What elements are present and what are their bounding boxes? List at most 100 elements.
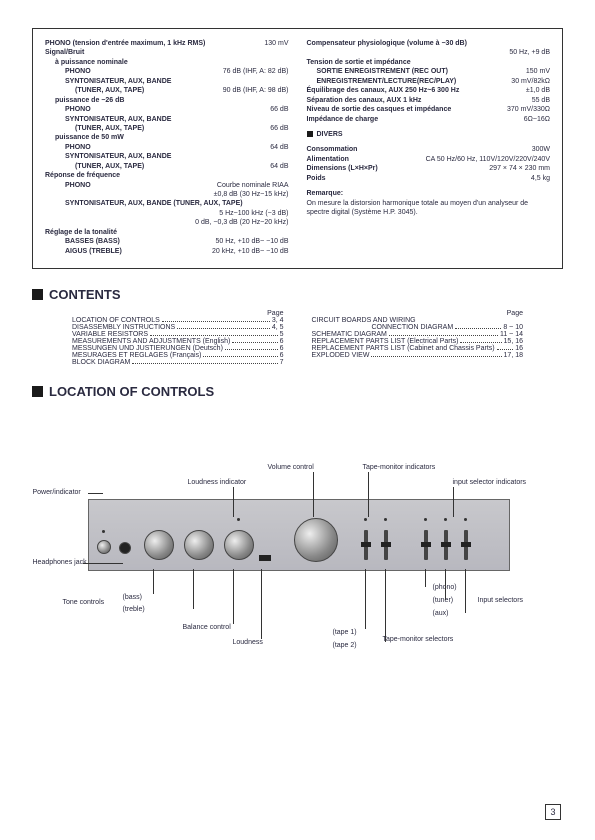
spec-line: 0 dB, −0,3 dB (20 Hz~20 kHz) [45, 218, 289, 227]
input-ind-label: input selector indicators [453, 479, 527, 486]
spec-line: (TUNER, AUX, TAPE)66 dB [45, 124, 289, 133]
power-label: Power/indicator [33, 489, 81, 496]
headphones-label: Headphones jack [33, 559, 87, 566]
tuner-label: (tuner) [433, 597, 454, 604]
spec-line: Poids4,5 kg [307, 174, 551, 183]
balance-label: Balance control [183, 624, 231, 631]
volume-label: Volume control [268, 464, 314, 471]
spec-line: Dimensions (L×H×Pr)297 × 74 × 230 mm [307, 164, 551, 173]
treble-knob [184, 530, 214, 560]
tape2-slider [384, 530, 388, 560]
spec-line: Réglage de la tonalité [45, 228, 289, 237]
spec-line: SORTIE ENREGISTREMENT (REC OUT)150 mV [307, 67, 551, 76]
spec-line: AIGUS (TREBLE)20 kHz, +10 dB~ −10 dB [45, 247, 289, 256]
tape1-slider [364, 530, 368, 560]
input-led [444, 518, 447, 521]
aux-label: (aux) [433, 610, 449, 617]
power-button [97, 540, 111, 554]
spec-line: On mesure la distorsion harmonique total… [307, 199, 551, 218]
contents-row: MEASUREMENTS AND ADJUSTMENTS (English)6 [72, 338, 284, 345]
input-sel-label: Input selectors [478, 597, 524, 604]
page-header-left: Page [72, 310, 284, 317]
spec-line: 50 Hz, +9 dB [307, 48, 551, 57]
tone-label: Tone controls [63, 599, 105, 606]
contents-table: Page LOCATION OF CONTROLS3, 4DISASSEMBLY… [32, 310, 563, 366]
spec-line: Séparation des canaux, AUX 1 kHz55 dB [307, 96, 551, 105]
spec-left-col: PHONO (tension d'entrée maximum, 1 kHz R… [45, 39, 289, 256]
spec-line: ±0,8 dB (30 Hz~15 kHz) [45, 190, 289, 199]
contents-right: Page CIRCUIT BOARDS AND WIRINGCONNECTION… [312, 310, 524, 366]
power-led [102, 530, 105, 533]
page-number: 3 [545, 804, 561, 820]
contents-left: Page LOCATION OF CONTROLS3, 4DISASSEMBLY… [72, 310, 284, 366]
contents-title: CONTENTS [49, 287, 121, 302]
spec-box: PHONO (tension d'entrée maximum, 1 kHz R… [32, 28, 563, 269]
contents-row: SCHEMATIC DIAGRAM11 ~ 14 [312, 331, 524, 338]
spec-line: Niveau de sortie des casques et impédanc… [307, 105, 551, 114]
contents-row: MESSUNGEN UND JUSTIERUNGEN (Deutsch)6 [72, 345, 284, 352]
location-heading: LOCATION OF CONTROLS [32, 384, 563, 399]
spec-line: PHONO (tension d'entrée maximum, 1 kHz R… [45, 39, 289, 48]
tuner-slider [444, 530, 448, 560]
spec-line: 5 Hz~100 kHz (−3 dB) [45, 209, 289, 218]
spec-line: ENREGISTREMENT/LECTURE(REC/PLAY)30 mV/82… [307, 77, 551, 86]
page-header-right: Page [312, 310, 524, 317]
volume-knob [294, 518, 338, 562]
spec-line: PHONO66 dB [45, 105, 289, 114]
spec-line: Impédance de charge6Ω~16Ω [307, 115, 551, 124]
spec-line: SYNTONISATEUR, AUX, BANDE (TUNER, AUX, T… [45, 199, 289, 208]
aux-slider [464, 530, 468, 560]
spec-line: Consommation300W [307, 145, 551, 154]
spec-line: SYNTONISATEUR, AUX, BANDE [45, 77, 289, 86]
loudness-led [237, 518, 240, 521]
contents-row: REPLACEMENT PARTS LIST (Electrical Parts… [312, 338, 524, 345]
bass-knob [144, 530, 174, 560]
spec-line: (TUNER, AUX, TAPE)90 dB (IHF, A: 98 dB) [45, 86, 289, 95]
spec-line: à puissance nominale [45, 58, 289, 67]
input-led [424, 518, 427, 521]
location-title: LOCATION OF CONTROLS [49, 384, 214, 399]
spec-line: AlimentationCA 50 Hz/60 Hz, 110V/120V/22… [307, 155, 551, 164]
spec-line: PHONOCourbe nominale RIAA [45, 181, 289, 190]
balance-knob [224, 530, 254, 560]
spec-line: puissance de 50 mW [45, 133, 289, 142]
spec-line: SYNTONISATEUR, AUX, BANDE [45, 152, 289, 161]
input-led [464, 518, 467, 521]
spec-line: SYNTONISATEUR, AUX, BANDE [45, 115, 289, 124]
tape-led [384, 518, 387, 521]
contents-row: LOCATION OF CONTROLS3, 4 [72, 317, 284, 324]
spec-line: Équilibrage des canaux, AUX 250 Hz~6 300… [307, 86, 551, 95]
phono-slider [424, 530, 428, 560]
bass-label: (bass) [123, 594, 142, 601]
spec-line: Réponse de fréquence [45, 171, 289, 180]
contents-row: MESURAGES ET REGLAGES (Français)6 [72, 352, 284, 359]
square-icon [32, 289, 43, 300]
amplifier-diagram: Power/indicator Headphones jack Tone con… [33, 439, 563, 699]
contents-heading: CONTENTS [32, 287, 563, 302]
tape-ind-label: Tape-monitor indicators [363, 464, 436, 471]
spec-line: PHONO64 dB [45, 143, 289, 152]
treble-label: (treble) [123, 606, 145, 613]
loudness-switch [259, 555, 271, 561]
loudness-ind-label: Loudness indicator [188, 479, 247, 486]
square-icon [32, 386, 43, 397]
contents-row: DISASSEMBLY INSTRUCTIONS4, 5 [72, 324, 284, 331]
spec-line: Tension de sortie et impédance [307, 58, 551, 67]
tape2-label: (tape 2) [333, 642, 357, 649]
tape-led [364, 518, 367, 521]
spec-line: Signal/Bruit [45, 48, 289, 57]
amp-panel [88, 499, 510, 571]
spec-line: Remarque: [307, 189, 551, 198]
spec-line: (TUNER, AUX, TAPE)64 dB [45, 162, 289, 171]
contents-row: CONNECTION DIAGRAM8 ~ 10 [312, 324, 524, 331]
contents-row: EXPLODED VIEW17, 18 [312, 352, 524, 359]
contents-row: VARIABLE RESISTORS5 [72, 331, 284, 338]
spec-line: PHONO76 dB (IHF, A: 82 dB) [45, 67, 289, 76]
contents-row: REPLACEMENT PARTS LIST (Cabinet and Chas… [312, 345, 524, 352]
contents-row: CIRCUIT BOARDS AND WIRING [312, 317, 524, 324]
contents-row: BLOCK DIAGRAM7 [72, 359, 284, 366]
headphones-jack [119, 542, 131, 554]
tape1-label: (tape 1) [333, 629, 357, 636]
loudness-label: Loudness [233, 639, 263, 646]
spec-right-col: Compensateur physiologique (volume à −30… [307, 39, 551, 256]
